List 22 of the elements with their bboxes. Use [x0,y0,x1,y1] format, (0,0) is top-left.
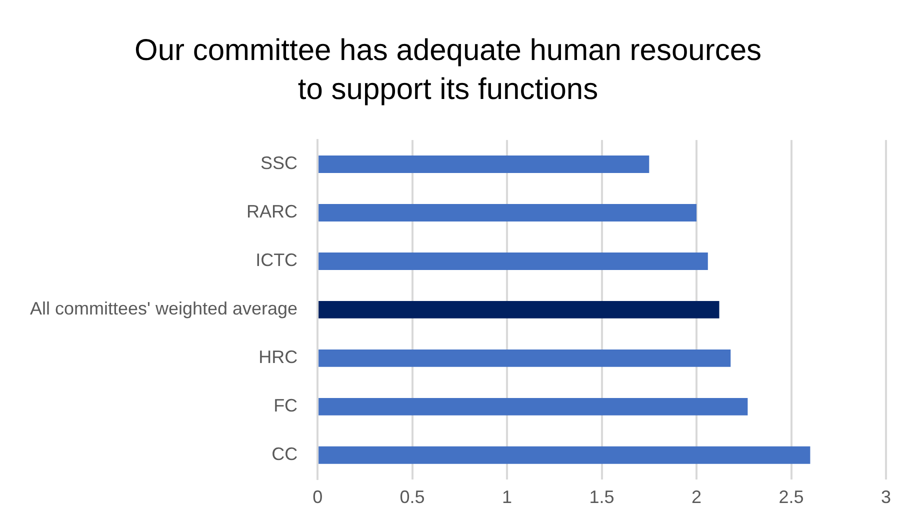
y-tick-label: CC [272,444,298,464]
y-tick-label: ICTC [256,250,298,270]
x-tick-label: 1.5 [589,487,614,508]
y-tick-label: SSC [260,153,298,174]
y-tick-label: All committees' weighted average [30,298,298,319]
bar [318,398,748,416]
x-tick-label: 2 [692,487,702,508]
bar [318,446,810,464]
bar [318,349,731,367]
x-tick-label: 0.5 [400,487,425,508]
x-tick-label: 3 [880,487,892,508]
y-tick-label: RARC [246,202,298,222]
x-tick-label: 1 [502,487,512,508]
y-tick-label: HRC [258,347,298,368]
chart-title: Our committee has adequate human resources to support its functions [134,34,762,106]
x-tick-label: 0 [312,487,323,508]
y-tick-label: FC [274,396,298,416]
bar [318,204,697,222]
bar [318,252,708,270]
bar [318,156,650,173]
bar [318,300,720,318]
x-tick-label: 2.5 [778,487,804,508]
